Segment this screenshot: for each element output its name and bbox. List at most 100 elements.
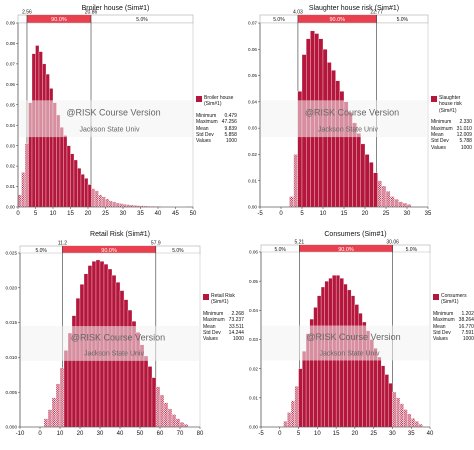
band-right-pct: 5.0% xyxy=(406,247,418,253)
histogram-bar xyxy=(80,174,85,208)
y-tick-label: 0.01 xyxy=(248,178,257,183)
y-tick-label: 0.015 xyxy=(6,320,18,325)
watermark-line-1: @RISK Course Version xyxy=(306,332,400,342)
stats-row: Maximum 73.237 xyxy=(203,317,244,323)
stats-row: Minimum 2.268 xyxy=(203,311,244,317)
y-tick-label: 0.06 xyxy=(249,250,258,255)
x-tick-label: 15 xyxy=(333,431,340,437)
stats-row: Std Dev 7.591 xyxy=(433,330,474,336)
legend-swatch xyxy=(433,294,439,300)
histogram-bar xyxy=(390,196,395,208)
stats-row: Std Dev 5.858 xyxy=(196,132,237,138)
x-tick-label: 10 xyxy=(50,211,57,217)
histogram-bar xyxy=(47,409,53,428)
x-tick-label: 10 xyxy=(314,431,321,437)
band-right-pct: 5.0% xyxy=(172,248,184,254)
histogram-bar xyxy=(112,201,117,208)
stats-row: Maximum 47.256 xyxy=(196,119,237,125)
legend-entry: Consumers (Sim#1) xyxy=(433,293,473,306)
y-tick-label: 0.005 xyxy=(6,390,18,395)
y-tick-label: 0.020 xyxy=(6,285,18,290)
percentile-band-middle xyxy=(26,15,92,23)
stat-label: Values xyxy=(196,138,211,145)
band-upper-label: 22.77 xyxy=(370,10,383,16)
stat-label: Mean xyxy=(431,132,444,139)
chart-panel-4: Consumers (Sim#1) 5.21 30.06 90.0% 5.0% 5.0% @… xyxy=(237,225,474,450)
y-tick-label: 0.04 xyxy=(6,123,15,128)
histogram-bar xyxy=(394,198,399,208)
x-tick-label: 5 xyxy=(300,211,304,217)
watermark-line-2: Jackson State Univ xyxy=(80,127,140,134)
histogram-bar xyxy=(402,202,408,208)
histogram-bar xyxy=(385,191,391,208)
stat-value: 5.788 xyxy=(459,138,472,145)
histogram-bar xyxy=(406,204,412,208)
stats-row: Minimum 0.479 xyxy=(196,113,237,119)
histogram-bar xyxy=(407,413,412,428)
histogram-bar xyxy=(287,412,292,428)
x-tick-label: 25 xyxy=(102,211,109,217)
percentile-band-middle xyxy=(297,15,377,23)
chart-svg: Consumers (Sim#1) 5.21 30.06 90.0% 5.0% 5.0% @… xyxy=(249,231,434,437)
legend-swatch xyxy=(203,294,209,300)
histogram-bar xyxy=(126,204,131,208)
x-tick-label: 25 xyxy=(383,211,390,217)
x-tick-label: 45 xyxy=(172,211,179,217)
stat-label: Mean xyxy=(433,323,446,330)
histogram-bar xyxy=(411,418,416,428)
stat-value: 5.858 xyxy=(224,132,237,139)
histogram-bar xyxy=(335,80,340,208)
y-tick-label: 0.07 xyxy=(248,21,257,26)
x-tick-label: 70 xyxy=(177,431,184,437)
legend-name: Broiler house (Sim#1) xyxy=(204,95,234,108)
histogram-bar xyxy=(183,424,189,428)
y-tick-label: 0.00 xyxy=(249,425,258,430)
stat-value: 47.256 xyxy=(221,119,237,126)
stats-row: Maximum 31.010 xyxy=(431,126,472,132)
legend-name: Slaughter house risk (Sim#1) xyxy=(439,95,462,114)
y-tick-label: 0.010 xyxy=(6,355,18,360)
histogram-bar xyxy=(175,418,181,428)
y-tick-label: 0.09 xyxy=(6,21,15,26)
x-tick-label: 35 xyxy=(137,211,144,217)
histogram-bar xyxy=(122,203,127,208)
stats-row: Minimum 1.202 xyxy=(433,311,474,317)
histogram-bar xyxy=(399,403,404,428)
x-tick-label: 10 xyxy=(320,211,327,217)
histogram-bar xyxy=(331,70,336,208)
x-tick-label: -5 xyxy=(258,431,264,437)
stat-value: 38.264 xyxy=(458,317,474,324)
y-tick-label: 0.02 xyxy=(248,152,257,157)
stat-label: Std Dev xyxy=(196,132,214,139)
stats-legend: Slaughter house risk (Sim#1) Minimum 2.330… xyxy=(431,95,473,151)
x-tick-label: 20 xyxy=(362,211,369,217)
histogram-bar xyxy=(143,355,149,428)
x-tick-label: 15 xyxy=(341,211,348,217)
stats-row: Values 1000 xyxy=(433,336,474,342)
histogram-bar xyxy=(294,386,299,428)
histogram-bar xyxy=(289,196,294,208)
stat-value: 14.244 xyxy=(228,330,244,337)
x-tick-label: 5 xyxy=(297,431,301,437)
stat-value: 31.010 xyxy=(456,125,472,132)
y-tick-label: 0.04 xyxy=(248,99,257,104)
watermark-band xyxy=(260,100,428,138)
legend-entry: Slaughter house risk (Sim#1) xyxy=(431,95,473,114)
x-tick-label: 35 xyxy=(425,211,432,217)
histogram-bar xyxy=(151,377,157,428)
stat-label: Values xyxy=(431,144,446,151)
stat-value: 73.237 xyxy=(228,317,244,324)
x-tick-label: 80 xyxy=(197,431,204,437)
histogram-bar xyxy=(398,201,403,208)
y-tick-label: 0.06 xyxy=(248,47,257,52)
histogram-bar xyxy=(108,200,113,208)
stats-row: Values 1000 xyxy=(196,138,237,144)
histogram-bar xyxy=(381,365,386,428)
x-tick-label: -10 xyxy=(16,431,25,437)
stat-label: Std Dev xyxy=(433,330,451,337)
stat-value: 7.591 xyxy=(461,330,474,337)
legend-name: Consumers (Sim#1) xyxy=(441,293,467,306)
histogram-bar xyxy=(75,298,81,428)
band-lower-label: 11.2 xyxy=(58,241,68,247)
